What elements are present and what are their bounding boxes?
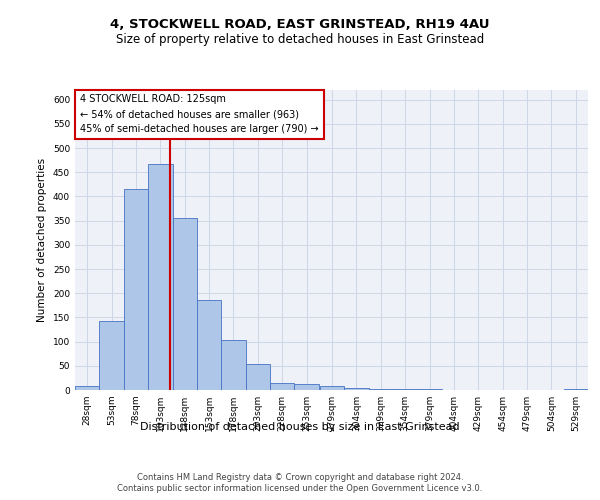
Text: Size of property relative to detached houses in East Grinstead: Size of property relative to detached ho… bbox=[116, 32, 484, 46]
Text: 4 STOCKWELL ROAD: 125sqm
← 54% of detached houses are smaller (963)
45% of semi-: 4 STOCKWELL ROAD: 125sqm ← 54% of detach… bbox=[80, 94, 319, 134]
Bar bbox=[221, 340, 245, 390]
Bar bbox=[563, 389, 588, 390]
Bar bbox=[295, 384, 319, 390]
Bar bbox=[197, 300, 221, 390]
Text: Contains public sector information licensed under the Open Government Licence v3: Contains public sector information licen… bbox=[118, 484, 482, 493]
Bar bbox=[344, 388, 368, 390]
Bar bbox=[75, 386, 100, 390]
Text: 4, STOCKWELL ROAD, EAST GRINSTEAD, RH19 4AU: 4, STOCKWELL ROAD, EAST GRINSTEAD, RH19 … bbox=[110, 18, 490, 30]
Bar bbox=[148, 164, 173, 390]
Bar bbox=[393, 389, 418, 390]
Bar bbox=[270, 382, 295, 390]
Bar bbox=[173, 218, 197, 390]
Bar bbox=[245, 364, 270, 390]
Text: Contains HM Land Registry data © Crown copyright and database right 2024.: Contains HM Land Registry data © Crown c… bbox=[137, 472, 463, 482]
Bar bbox=[124, 189, 148, 390]
Text: Distribution of detached houses by size in East Grinstead: Distribution of detached houses by size … bbox=[140, 422, 460, 432]
Y-axis label: Number of detached properties: Number of detached properties bbox=[37, 158, 47, 322]
Bar bbox=[100, 321, 124, 390]
Bar bbox=[320, 386, 344, 390]
Bar bbox=[418, 388, 442, 390]
Bar bbox=[368, 388, 393, 390]
